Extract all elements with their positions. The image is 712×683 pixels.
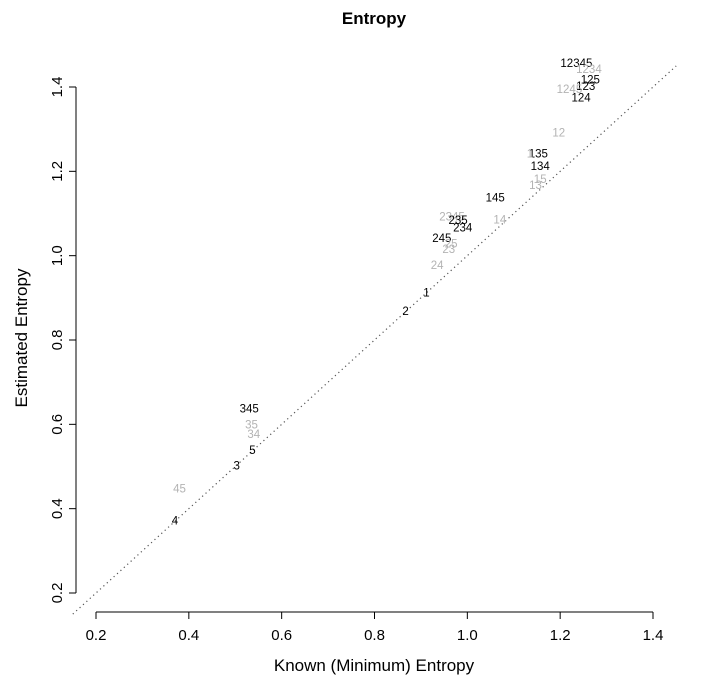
x-tick-label: 1.2 <box>550 627 571 644</box>
point-label: 145 <box>486 193 505 205</box>
point-label: 12345 <box>560 58 592 70</box>
point-label: 14 <box>493 215 506 227</box>
x-axis: 0.2 0.4 0.6 0.8 1.0 1.2 1.4 <box>86 611 664 644</box>
y-axis-label: Estimated Entropy <box>12 268 31 407</box>
plot-area: 1234512341251231245124121351134151314523… <box>72 58 677 615</box>
point-label: 24 <box>431 260 444 272</box>
point-label: 123 <box>576 81 595 93</box>
point-label: 1245 <box>557 84 583 96</box>
point-label: 5 <box>249 445 255 457</box>
point-label: 23 <box>442 244 455 256</box>
point-label: 135 <box>529 148 548 160</box>
point-label: 4 <box>172 515 179 527</box>
point-label: 2 <box>402 306 408 318</box>
y-tick-label: 0.2 <box>49 583 66 604</box>
point-label: 35 <box>245 420 258 432</box>
point-label: 345 <box>240 404 259 416</box>
y-tick-label: 1.0 <box>49 245 66 266</box>
point-label: 1 <box>423 288 429 300</box>
x-tick-label: 1.4 <box>643 627 664 644</box>
point-label: 13 <box>529 180 542 192</box>
x-tick-label: 1.0 <box>457 627 478 644</box>
point-label: 3 <box>233 461 239 473</box>
y-tick-label: 0.6 <box>49 414 66 435</box>
point-label: 15 <box>534 174 547 186</box>
point-label: 245 <box>432 233 451 245</box>
point-label: 2345 <box>439 212 465 224</box>
y-tick-label: 1.2 <box>49 161 66 182</box>
y-axis: 0.2 0.4 0.6 0.8 1.0 1.2 1.4 <box>49 77 77 604</box>
y-tick-label: 1.4 <box>49 77 66 98</box>
point-label: 234 <box>453 222 473 234</box>
data-points: 1234512341251231245124121351134151314523… <box>172 58 603 528</box>
y-tick-label: 0.4 <box>49 498 66 519</box>
point-label: 34 <box>247 429 260 441</box>
point-label: 125 <box>581 75 600 87</box>
point-label: 25 <box>445 238 458 250</box>
point-label: 1 <box>527 148 533 160</box>
point-label: 134 <box>531 161 551 173</box>
point-label: 45 <box>173 484 186 496</box>
x-tick-label: 0.6 <box>271 627 292 644</box>
point-label: 124 <box>571 92 591 104</box>
chart-title: Entropy <box>342 9 407 28</box>
x-axis-label: Known (Minimum) Entropy <box>274 656 475 675</box>
point-label: 12 <box>552 127 565 139</box>
x-tick-label: 0.8 <box>364 627 385 644</box>
point-label: 1234 <box>576 64 602 76</box>
point-label: 235 <box>448 215 467 227</box>
x-tick-label: 0.2 <box>86 627 107 644</box>
reference-line-y-equals-x <box>72 65 677 615</box>
y-tick-label: 0.8 <box>49 330 66 351</box>
x-tick-label: 0.4 <box>178 627 199 644</box>
